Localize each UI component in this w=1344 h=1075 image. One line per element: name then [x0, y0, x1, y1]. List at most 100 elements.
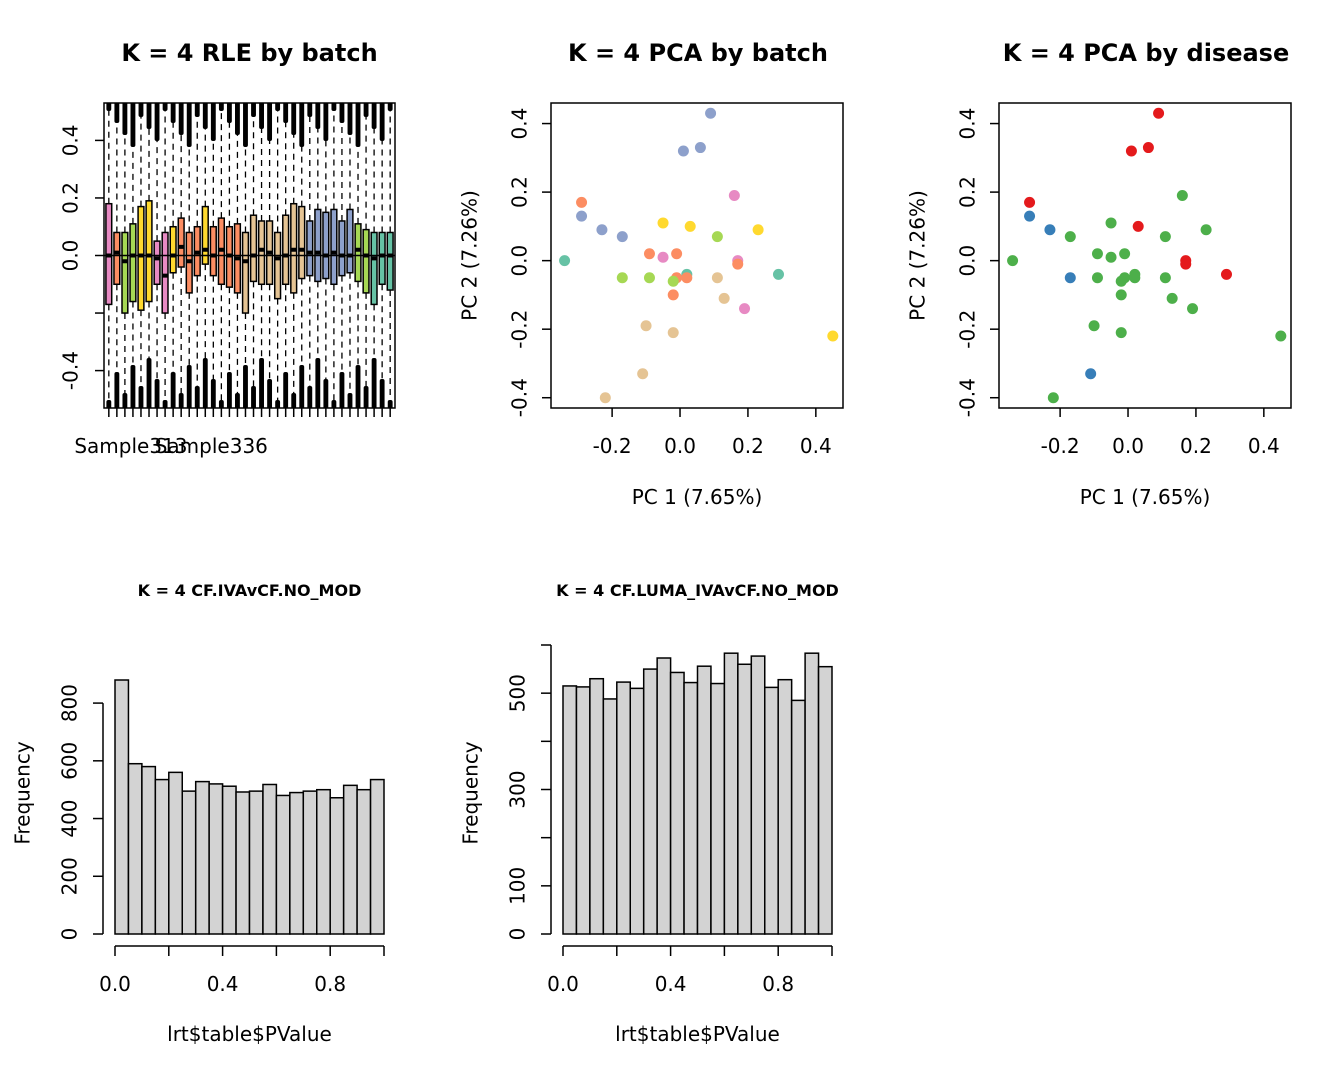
histogram-bar: [369, 778, 385, 935]
rle-y-tick-label: 0.0: [59, 240, 83, 272]
histogram-panel-3: 0.0 0.4 0.8 0 200 400 600 800 lrt$table$PValue Fr…: [11, 581, 385, 1046]
pca-point: [1125, 145, 1137, 157]
pca-point: [1119, 248, 1131, 260]
rle-outlier-cluster-top: [275, 103, 281, 111]
rle-outlier-cluster-top: [355, 103, 361, 147]
pca-point: [677, 145, 689, 157]
histogram-bar: [208, 783, 224, 935]
histogram-bar: [342, 784, 358, 935]
pca-point: [732, 258, 744, 270]
rle-outlier-cluster-top: [194, 103, 200, 117]
rle-outlier-cluster-top: [299, 103, 305, 147]
histogram-bar: [127, 762, 143, 935]
rle-outlier-cluster-top: [186, 103, 192, 147]
rle-outlier-cluster-top: [106, 103, 112, 111]
pca-point: [1159, 272, 1171, 284]
histogram-x-axis-label: lrt$table$PValue: [615, 1022, 780, 1046]
histogram-x-tick-label: 0.4: [655, 972, 687, 996]
rle-outlier-cluster-bottom: [186, 365, 192, 408]
rle-outlier-cluster-top: [162, 103, 168, 111]
pca-point: [1275, 330, 1287, 342]
rle-y-tick-label: -0.4: [59, 351, 83, 390]
rle-box: [330, 208, 338, 286]
histogram-bar: [683, 681, 699, 935]
pca-point: [657, 251, 669, 263]
histogram-bar: [154, 778, 170, 935]
pca-point: [1105, 217, 1117, 229]
rle-box: [338, 220, 346, 277]
rle-outlier-cluster-bottom: [162, 400, 168, 408]
histogram-bar: [642, 668, 658, 935]
rle-outlier-cluster-bottom: [130, 365, 136, 408]
rle-outlier-cluster-top: [114, 103, 120, 123]
rle-outlier-cluster-bottom: [323, 379, 329, 408]
pca-point: [657, 217, 669, 229]
pca-point: [684, 220, 696, 232]
rle-outlier-cluster-bottom: [251, 386, 256, 408]
rle-box: [177, 217, 185, 268]
rle-box: [298, 205, 306, 280]
rle-outlier-cluster-top: [235, 103, 240, 135]
histogram-bar: [669, 671, 685, 935]
pca-point: [637, 368, 649, 380]
histogram-y-tick-label: 400: [58, 799, 82, 837]
rle-outlier-cluster-top: [170, 103, 176, 123]
pca-point: [711, 272, 723, 284]
rle-outlier-cluster-top: [243, 103, 248, 147]
pca-point: [739, 303, 751, 315]
pca-point: [728, 190, 740, 202]
histogram-y-tick-label: 200: [58, 857, 82, 895]
pca-y-tick-label: 0.4: [956, 108, 980, 140]
pca-point: [1115, 327, 1127, 339]
rle-box: [346, 208, 354, 274]
pca-point: [1091, 248, 1103, 260]
histogram-bar: [575, 686, 591, 935]
histogram-x-tick-label: 0.8: [314, 972, 346, 996]
pca-y-tick-label: -0.4: [508, 378, 532, 417]
histogram-title: K = 4 CF.LUMA_IVAvCF.NO_MOD: [556, 581, 839, 600]
pca-y-tick-label: 0.4: [508, 108, 532, 140]
rle-outlier-cluster-top: [202, 103, 208, 129]
rle-outlier-cluster-bottom: [235, 393, 240, 408]
histogram-bar: [750, 655, 766, 935]
rle-outlier-cluster-bottom: [347, 393, 353, 408]
pca-x-tick-label: 0.4: [1248, 434, 1280, 458]
rle-box: [121, 231, 129, 314]
pca-point: [1024, 196, 1036, 208]
histogram-bar: [616, 681, 631, 935]
rle-x-tick-label: Sample313: [74, 434, 187, 458]
rle-outlier-cluster-bottom: [275, 400, 281, 408]
rle-outlier-cluster-bottom: [154, 379, 160, 408]
histogram-y-tick-label: 300: [506, 770, 530, 808]
pca-y-tick-label: -0.2: [508, 310, 532, 349]
pca-point: [1142, 142, 1154, 154]
rle-box: [378, 231, 386, 286]
pca-frame: [550, 102, 844, 409]
pca-point: [1115, 275, 1127, 287]
pca-x-tick-label: 0.2: [732, 434, 764, 458]
rle-outlier-cluster-bottom: [299, 365, 305, 408]
pca-point: [1187, 303, 1199, 315]
pca-x-tick-label: 0.4: [800, 434, 832, 458]
pca-point: [596, 224, 608, 236]
rle-outlier-cluster-top: [363, 103, 369, 117]
pca-point: [671, 248, 683, 260]
pca-panel-2: -0.2 0.0 0.2 0.4 -0.4 -0.2 0.0 0.2 0.4 PC 1 (7.65…: [906, 39, 1292, 509]
histogram-bar: [629, 687, 645, 935]
pca-point: [643, 272, 655, 284]
histogram-bar: [248, 790, 264, 935]
rle-outlier-cluster-bottom: [387, 400, 393, 408]
pca-y-tick-label: -0.4: [956, 378, 980, 417]
pca-frame: [998, 102, 1292, 409]
rle-box: [161, 231, 169, 314]
histogram-bar: [221, 785, 237, 935]
histogram-x-tick-label: 0.0: [547, 972, 579, 996]
pca-y-tick-label: 0.2: [508, 176, 532, 208]
histogram-bar: [194, 780, 210, 935]
rle-outlier-cluster-top: [339, 103, 345, 123]
rle-outlier-cluster-top: [210, 103, 216, 141]
rle-outlier-cluster-top: [251, 103, 256, 117]
rle-outlier-cluster-top: [323, 103, 329, 141]
pca-point: [1007, 255, 1019, 267]
pca-y-tick-label: -0.2: [956, 310, 980, 349]
